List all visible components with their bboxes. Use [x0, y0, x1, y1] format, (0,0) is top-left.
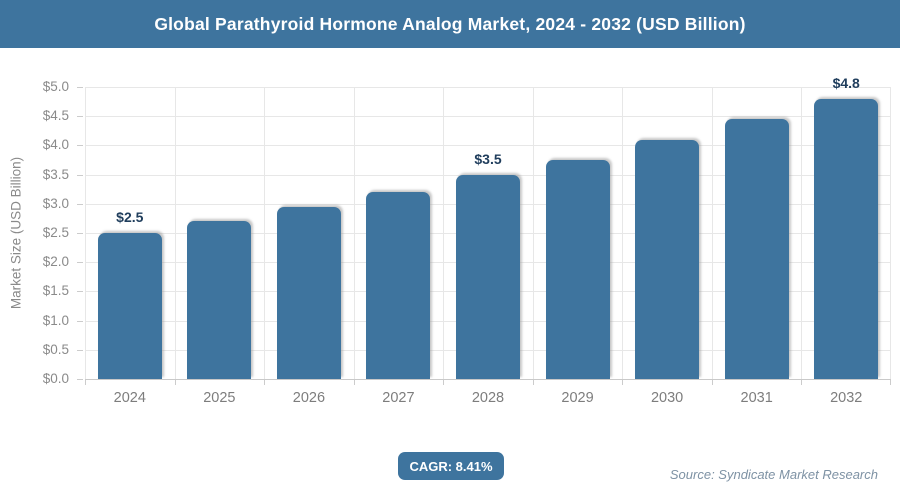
y-tick-mark [77, 320, 83, 322]
y-tick-mark [77, 116, 83, 118]
gridline-vertical [174, 87, 176, 379]
bar-2025 [187, 221, 252, 379]
x-tick-mark [443, 380, 445, 385]
y-tick-label: $5.0 [42, 79, 69, 94]
bar-value-label: $2.5 [116, 209, 144, 225]
gridline-horizontal [85, 145, 891, 147]
gridline-vertical [532, 87, 534, 379]
x-tick-label: 2029 [561, 390, 594, 406]
y-tick-mark [77, 87, 83, 88]
gridline-horizontal [85, 116, 891, 118]
y-tick-label: $3.0 [42, 195, 69, 211]
gridline-vertical [801, 87, 803, 379]
y-tick-mark [77, 174, 83, 176]
chart-title: Global Parathyroid Hormone Analog Market… [154, 13, 746, 34]
gridline-vertical [264, 87, 266, 379]
gridline-vertical [85, 87, 86, 379]
gridline-vertical [711, 87, 713, 379]
x-tick-label: 2027 [382, 390, 415, 406]
y-tick-label: $4.5 [42, 108, 69, 124]
gridline-vertical [443, 87, 445, 379]
y-tick-label: $4.0 [42, 137, 69, 153]
y-tick-label: $2.5 [42, 225, 69, 240]
x-tick-mark [264, 380, 266, 385]
bar-2028 [456, 174, 520, 379]
y-tick-label: $3.5 [42, 166, 69, 182]
bar-2032 [814, 98, 879, 379]
x-tick-mark [85, 380, 86, 385]
gridline-vertical [353, 87, 355, 379]
source-note: Source: Syndicate Market Research [669, 467, 878, 482]
x-tick-label: 2025 [203, 390, 236, 406]
bar-2024 [97, 233, 162, 379]
x-tick-label: 2024 [113, 390, 146, 406]
bar-2031 [724, 119, 789, 379]
chart-header: Global Parathyroid Hormone Analog Market… [0, 0, 900, 48]
bar-2027 [366, 192, 431, 379]
gridline-vertical [890, 87, 891, 379]
x-tick-mark [353, 380, 355, 385]
x-tick-label: 2032 [830, 390, 863, 406]
y-tick-label: $0.5 [42, 341, 69, 357]
y-tick-mark [77, 291, 83, 293]
y-tick-label: $1.0 [42, 312, 69, 328]
plot-area: $2.5 2024 2025 2026 2027 $3.5 2028 2029 2030 2031… [85, 75, 891, 406]
bar-2026 [276, 206, 341, 379]
y-tick-mark [77, 145, 83, 147]
bar-value-label: $4.8 [832, 74, 860, 91]
y-tick-mark [77, 203, 83, 205]
x-tick-mark [174, 380, 176, 385]
x-tick-label: 2028 [471, 390, 505, 406]
x-tick-mark [711, 380, 713, 385]
bar-value-label: $3.5 [474, 150, 502, 167]
x-tick-mark [801, 380, 803, 385]
gridline-vertical [622, 87, 624, 379]
bar-2029 [545, 160, 610, 379]
x-tick-mark [532, 380, 534, 385]
y-tick-mark [77, 233, 83, 234]
x-tick-label: 2030 [650, 390, 684, 406]
x-tick-mark [622, 380, 624, 385]
y-tick-mark [77, 379, 83, 380]
y-tick-label: $1.5 [42, 283, 69, 299]
y-axis: $0.0 $0.5 $1.0 $1.5 $2.0 $2.5 $3.0 $3.5 $4.0 $4.5… [0, 79, 85, 386]
bar-2030 [635, 139, 700, 379]
y-tick-mark [77, 262, 83, 264]
x-tick-mark [890, 380, 891, 385]
cagr-badge: CAGR: 8.41% [398, 452, 504, 480]
y-tick-label: $2.0 [42, 254, 69, 270]
x-tick-label: 2031 [740, 390, 773, 406]
y-tick-label: $0.0 [42, 371, 69, 386]
x-tick-label: 2026 [292, 390, 326, 406]
gridline-horizontal [85, 87, 891, 88]
y-tick-mark [77, 349, 83, 351]
